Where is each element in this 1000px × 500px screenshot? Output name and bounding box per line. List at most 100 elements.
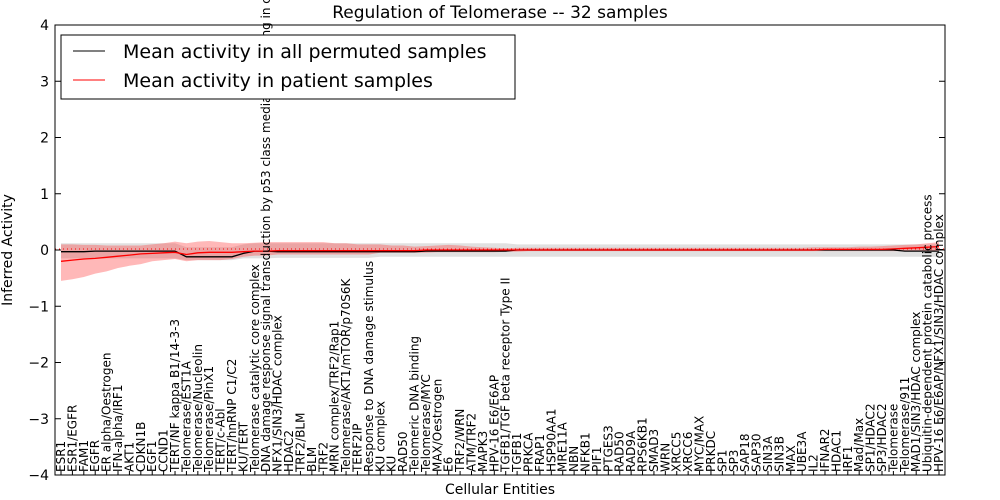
x-tick-label: IL2 xyxy=(807,454,821,472)
x-tick-label: KU/TERT xyxy=(236,421,250,472)
x-tick-label: Telomerase catalytic core complex xyxy=(248,264,262,473)
x-tick-label: FAM1 xyxy=(77,440,91,472)
x-tick-label: NFX1/SIN3/HDAC complex xyxy=(271,315,285,472)
y-tick-label: 4 xyxy=(40,18,49,34)
x-tick-label: MAX/Oestrogen xyxy=(430,379,444,472)
x-tick-label: XRCC6 xyxy=(681,432,695,472)
x-tick-label: TRF2/BLM xyxy=(294,413,308,474)
x-tick-label: PRKCA xyxy=(522,432,536,472)
x-tick-label: MYC/MAX xyxy=(693,416,707,472)
x-tick-label: Ubiquitin-dependent protein catabolic pr… xyxy=(921,194,935,472)
x-tick-label: FRAP1 xyxy=(533,434,547,472)
x-tick-label: SAP30 xyxy=(750,433,764,472)
legend-label-permuted: Mean activity in all permuted samples xyxy=(123,41,486,63)
x-tick-label: PIF1 xyxy=(590,447,604,472)
x-tick-label: CDKN1B xyxy=(134,422,148,472)
x-tick-label: ER alpha/Oestrogen xyxy=(100,353,114,472)
x-tick-label: Response to DNA damage stimulus xyxy=(362,261,376,472)
y-tick-label: −1 xyxy=(28,299,49,315)
chart-title: Regulation of Telomerase -- 32 samples xyxy=(332,3,668,23)
x-tick-label: SMAD3 xyxy=(647,429,661,472)
x-tick-label: Telomerase xyxy=(886,404,900,473)
x-tick-label: TRF2/WRN xyxy=(453,409,467,473)
x-tick-label: SIN3B xyxy=(772,436,786,472)
x-tick-label: EGF1 xyxy=(145,441,159,472)
x-tick-label: RPS6KB1 xyxy=(636,417,650,472)
x-tick-label: BLM xyxy=(305,447,319,472)
x-tick-label: KU complex xyxy=(373,401,387,472)
x-tick-label: IRF1 xyxy=(841,446,855,472)
y-axis: −4 −3 −2 −1 0 1 2 3 4 xyxy=(28,18,945,484)
x-tick-label: TGFB1/TGF beta receptor Type II xyxy=(499,277,513,473)
x-tick-label: MAPK3 xyxy=(476,431,490,472)
y-tick-label: 2 xyxy=(40,131,49,147)
x-tick-label: WRN xyxy=(658,443,672,472)
x-tick-label: SP3 xyxy=(727,450,741,473)
x-tick-label: ESR1/EGFR xyxy=(65,405,79,472)
y-tick-label: 1 xyxy=(40,187,49,203)
y-tick-label: −3 xyxy=(28,412,49,428)
x-tick-label: SP1/HDAC2 xyxy=(864,403,878,472)
x-tick-label: NFKB1 xyxy=(579,432,593,472)
x-tick-label: HSP90AA1 xyxy=(544,408,558,472)
x-tick-label: MAX xyxy=(784,445,798,472)
x-tick-label: RAD9A xyxy=(624,430,638,472)
x-tick-label: DNA damage response signal transduction … xyxy=(259,0,273,472)
x-tick-label: SAP18 xyxy=(738,433,752,472)
x-tick-label: SP1 xyxy=(715,450,729,473)
x-tick-label: TERT/c-Abl xyxy=(214,408,228,473)
y-tick-label: −2 xyxy=(28,356,49,372)
x-tick-label: RAD50 xyxy=(396,431,410,472)
x-tick-label: TRF2 xyxy=(316,442,330,473)
x-tick-label: MAD1/SIN3/HDAC complex xyxy=(909,312,923,472)
x-tick-label: KU xyxy=(385,456,399,472)
x-axis-label: Cellular Entities xyxy=(445,482,555,498)
x-tick-label: RAD50 xyxy=(613,431,627,472)
x-tick-label: MRN complex/TRF2/Rap1 xyxy=(328,321,342,472)
x-tick-label: TGFB1 xyxy=(510,433,524,473)
y-tick-label: 3 xyxy=(40,74,49,90)
x-tick-label: HDAC1 xyxy=(829,430,843,472)
x-tick-label: TERF2IP xyxy=(351,423,365,473)
x-tick-label: PRKDC xyxy=(704,431,718,472)
y-tick-label: 0 xyxy=(40,243,49,259)
x-tick-label: UBE3A xyxy=(795,431,809,472)
legend: Mean activity in all permuted samples Me… xyxy=(60,34,516,100)
x-tick-label: TERT/NF kappa B1/14-3-3 xyxy=(168,319,182,473)
line-patient xyxy=(60,245,940,262)
x-tick-label: Telomerase/Nucleolin xyxy=(191,344,205,473)
x-tick-label: Telomerase/EST1A xyxy=(179,360,193,473)
x-tick-label: Telomerase/MYC xyxy=(419,374,433,473)
x-tick-label: Telomerase/PinX1 xyxy=(202,366,216,473)
x-tick-label: IFNAR2 xyxy=(818,428,832,472)
x-tick-label: TERT/hnRNP C1/C2 xyxy=(225,359,239,473)
x-tick-label: E6 xyxy=(442,457,456,472)
x-tick-label: MRE11A xyxy=(556,421,570,472)
x-tick-label: PTGES3 xyxy=(601,425,615,472)
series-lines xyxy=(60,245,940,262)
x-tick-label: Telomerase/AKT1/mTOR/p70S6K xyxy=(339,278,353,474)
x-tick-label: ATM/TRF2 xyxy=(465,413,479,472)
x-tick-label: XRCC5 xyxy=(670,432,684,472)
x-tick-label: SIN3A xyxy=(761,435,775,472)
y-tick-label: −4 xyxy=(28,468,49,484)
x-tick-label: CCND1 xyxy=(157,429,171,472)
x-tick-label: NBN xyxy=(567,446,581,472)
x-tick-label: ESR1 xyxy=(54,441,68,472)
x-tick-label: Telomerase/911 xyxy=(898,377,912,473)
x-tick-label: HPV-16 E6/E6AP xyxy=(487,375,501,472)
x-tick-label: Mad/Max xyxy=(852,418,866,472)
x-tick-label: HDAC2 xyxy=(282,430,296,472)
y-axis-label: Inferred Activity xyxy=(0,194,16,306)
x-tick-label: IFN-alpha/IRF1 xyxy=(111,385,125,472)
legend-label-patient: Mean activity in patient samples xyxy=(123,70,433,92)
x-tick-label: Telomeric DNA binding xyxy=(408,336,422,473)
legend-box xyxy=(60,34,516,100)
plot-frame xyxy=(54,24,946,476)
x-tick-label: HPV-16 E6/E6AP/NFX1/SIN3/HDAC complex xyxy=(932,214,946,472)
x-tick-label: EGFR xyxy=(88,440,102,472)
x-tick-label: AKT1 xyxy=(122,442,136,472)
x-tick-label: SP3/HDAC2 xyxy=(875,403,889,472)
